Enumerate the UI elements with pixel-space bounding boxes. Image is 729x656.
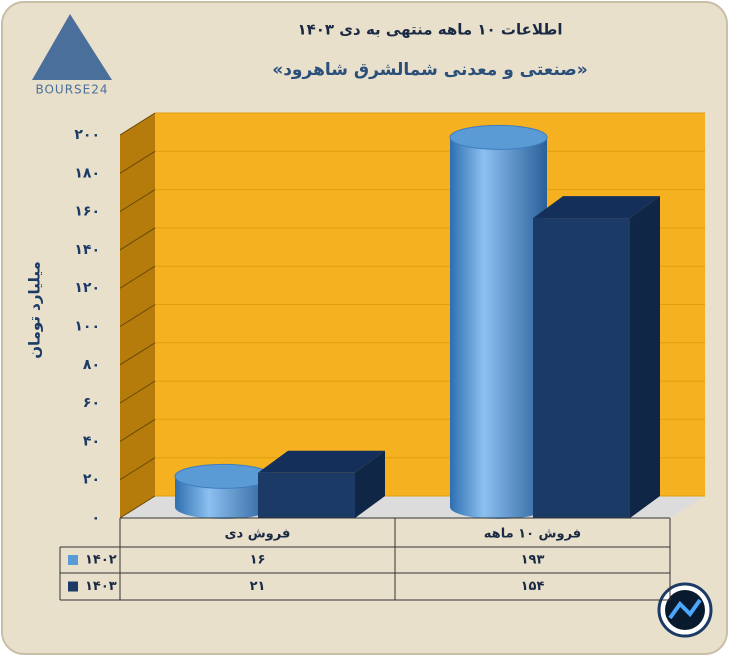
logo: BOURSE24 — [32, 14, 112, 97]
y-tick-label: ۱۸۰ — [74, 165, 100, 181]
side-grid-line — [119, 265, 156, 289]
value-label: ۱۶ — [250, 553, 266, 568]
value-label: ۱۹۳ — [521, 553, 545, 568]
bar — [533, 218, 630, 518]
legend-swatch — [68, 581, 78, 592]
bar-side — [355, 450, 385, 518]
bar-side — [630, 196, 660, 518]
side-grid-line — [119, 227, 156, 251]
side-grid-line — [119, 342, 156, 366]
y-tick-label: ۰ — [91, 510, 100, 526]
side-grid-line — [119, 380, 156, 404]
value-label: ۱۵۴ — [521, 579, 545, 594]
bar-cap — [449, 124, 548, 150]
side-grid-line — [119, 495, 156, 519]
side-grid-line — [119, 150, 156, 174]
y-tick-label: ۲۰ — [83, 472, 100, 488]
bar — [450, 137, 547, 519]
y-tick-label: ۶۰ — [83, 395, 100, 411]
logo-text: BOURSE24 — [35, 83, 108, 97]
y-tick-label: ۱۶۰ — [74, 204, 100, 220]
chart-subtitle: «صنعتی و معدنی شمالشرق شاهرود» — [272, 60, 588, 80]
y-tick-label: ۱۴۰ — [74, 242, 100, 258]
category-label: فروش ۱۰ ماهه — [484, 527, 581, 542]
logo-badge — [657, 582, 713, 638]
y-tick-label: ۸۰ — [83, 357, 100, 373]
chart-title: اطلاعات ۱۰ ماهه منتهی به دی ۱۴۰۳ — [297, 21, 562, 39]
bar-cap — [174, 463, 273, 489]
y-axis-label: میلیارد تومان — [26, 261, 44, 359]
bar — [258, 472, 355, 518]
y-tick-label: ۴۰ — [83, 433, 100, 449]
category-label: فروش دی — [225, 527, 291, 542]
side-grid-line — [119, 457, 156, 481]
value-label: ۲۱ — [250, 579, 266, 594]
y-tick-label: ۱۲۰ — [74, 280, 100, 296]
bar-top — [258, 450, 385, 473]
side-grid-line — [119, 112, 156, 136]
side-grid-line — [119, 189, 156, 213]
bar-top — [533, 196, 660, 219]
y-tick-label: ۱۰۰ — [74, 319, 100, 335]
y-tick-label: ۲۰۰ — [74, 127, 100, 143]
side-grid-line — [119, 304, 156, 327]
legend-label: ۱۴۰۳ — [85, 579, 117, 594]
side-grid-line — [119, 418, 156, 442]
legend-swatch — [68, 555, 78, 565]
legend-label: ۱۴۰۲ — [85, 553, 117, 568]
